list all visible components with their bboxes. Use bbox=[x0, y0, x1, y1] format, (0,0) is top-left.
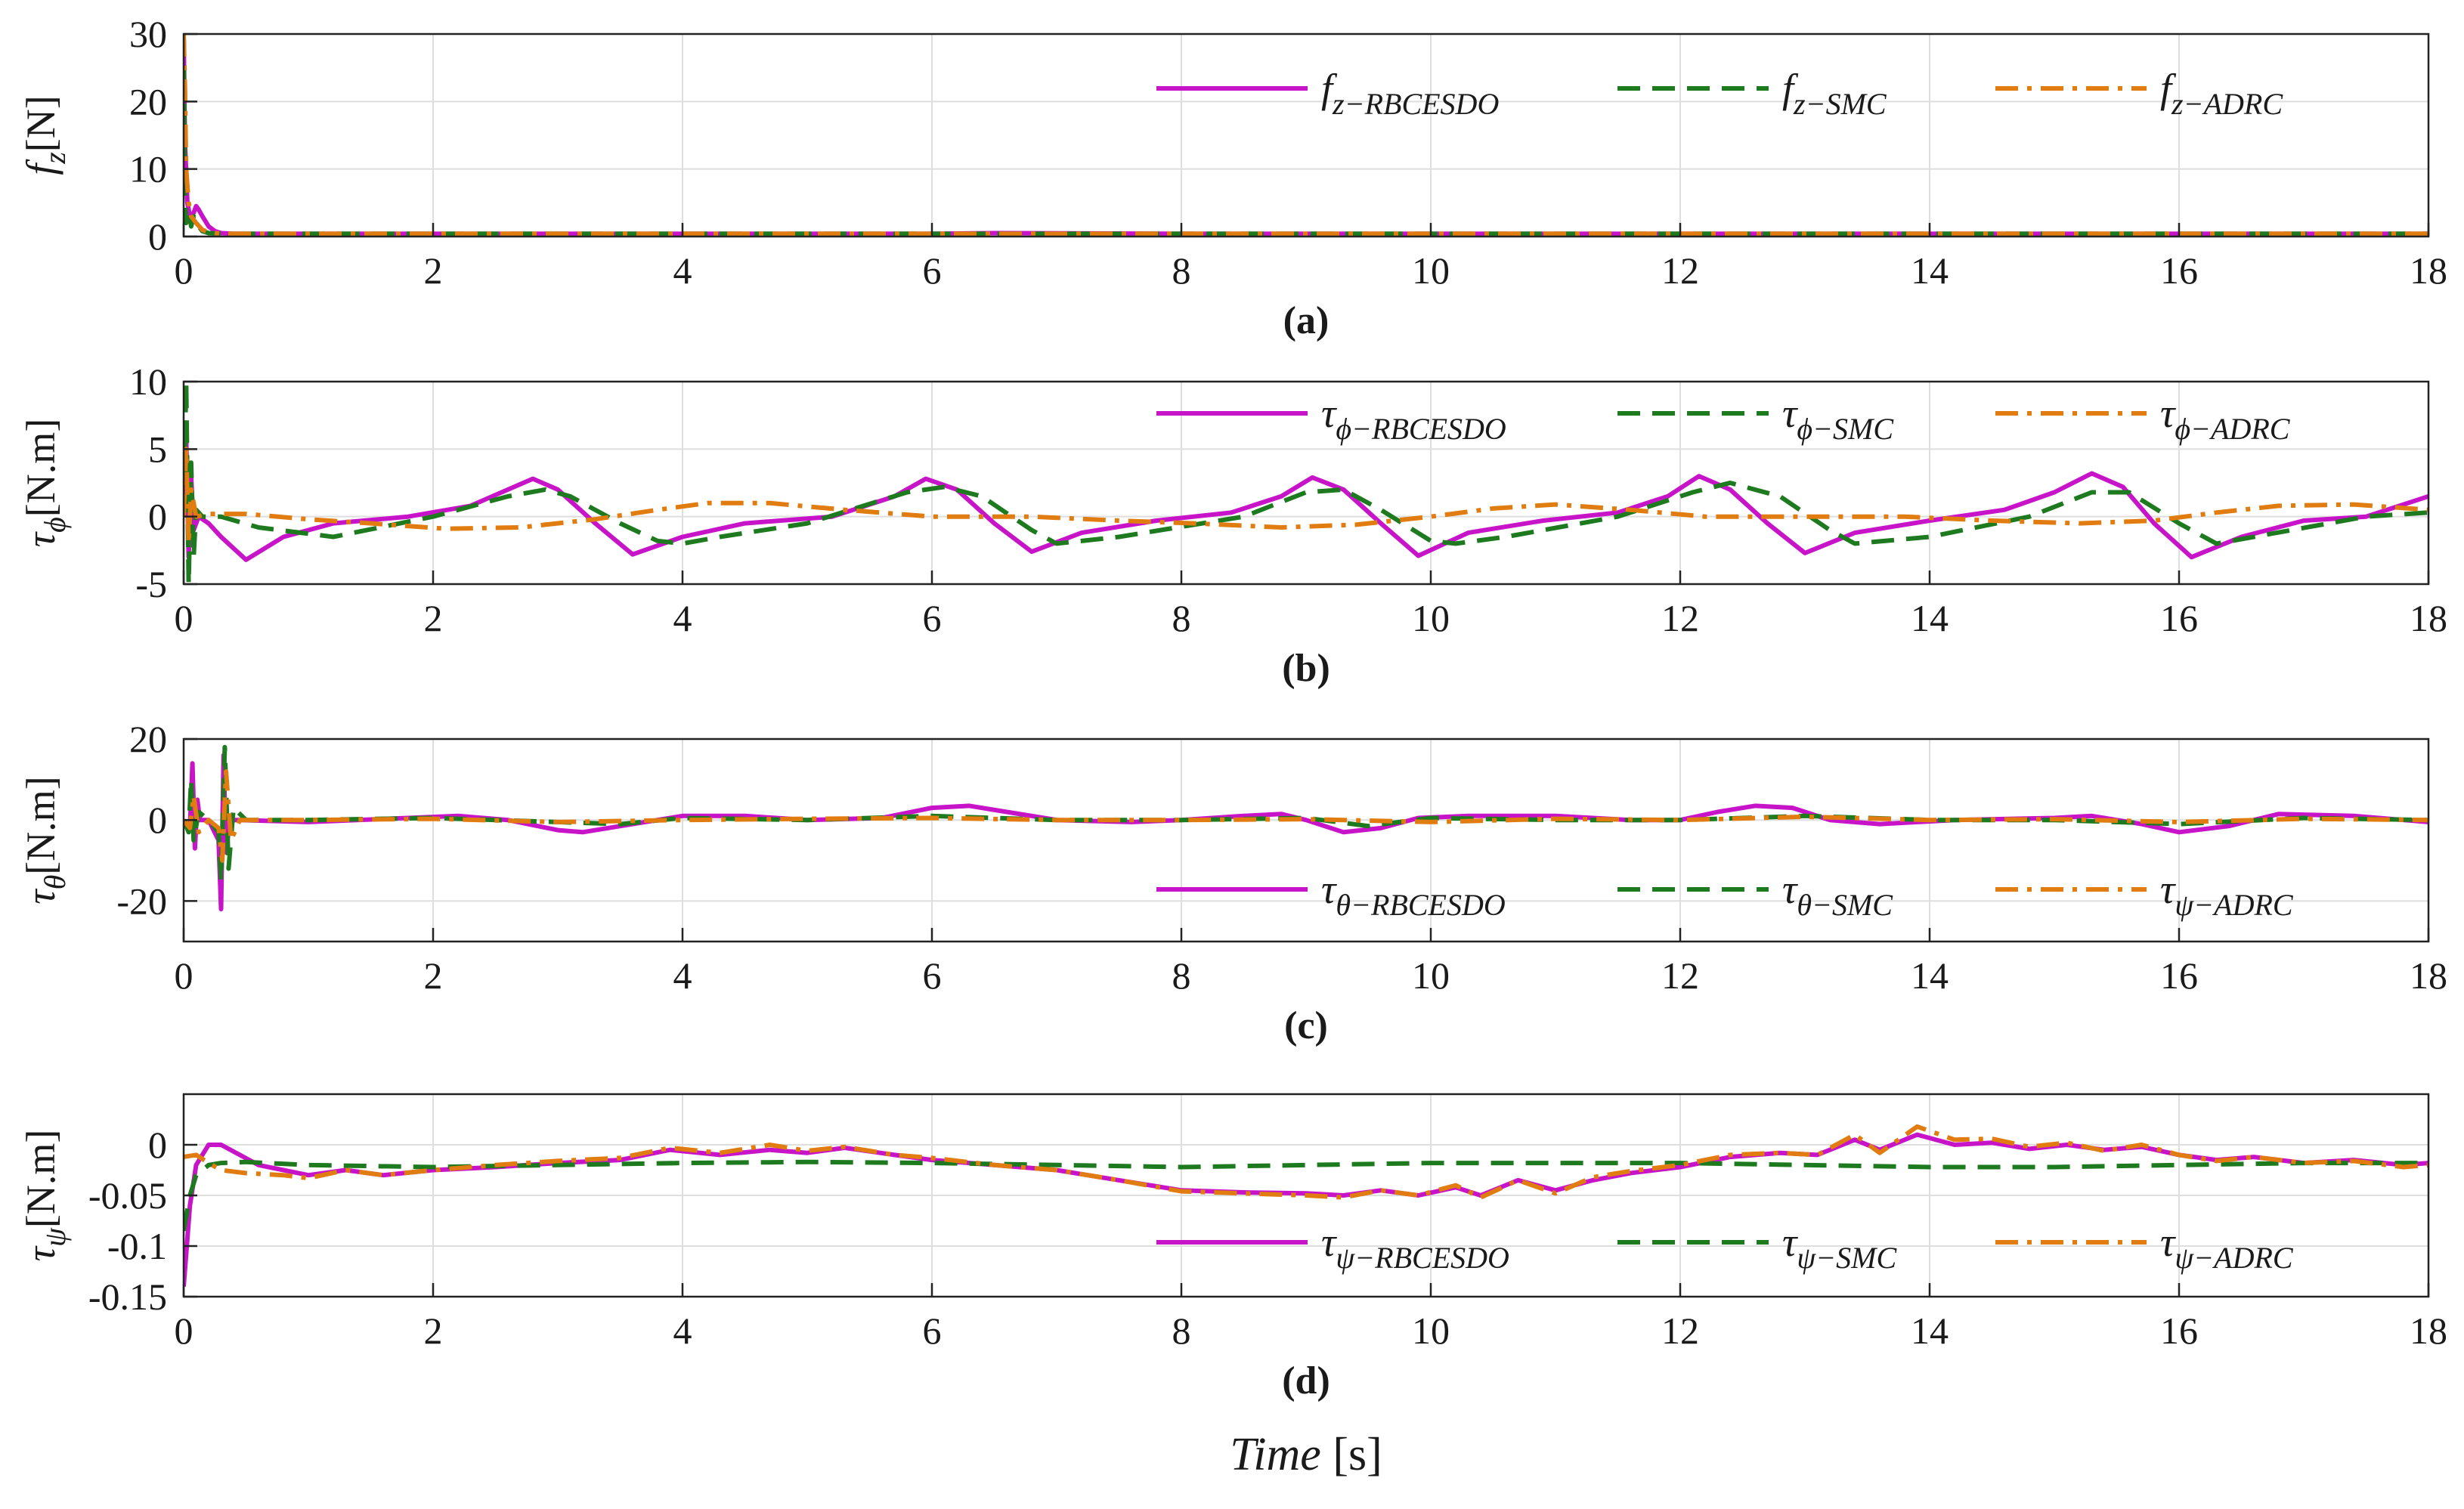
legend-label: τψ−ADRC bbox=[2160, 1220, 2294, 1275]
panel-c: 0 2 4 6 8 10 12 14 16 18-20020τθ[N.m](c)τθ−RBCESD… bbox=[18, 718, 2447, 1047]
x-tick-label: 14 bbox=[1911, 597, 1949, 639]
series-line-dashdot bbox=[184, 34, 2428, 237]
x-tick-label: 0 bbox=[175, 954, 193, 997]
x-tick-label: 18 bbox=[2410, 954, 2447, 997]
x-tick-label: 16 bbox=[2160, 1310, 2198, 1352]
axes-box bbox=[182, 737, 2430, 943]
series-line-dashdot bbox=[184, 447, 2428, 546]
x-tick-label: 4 bbox=[673, 1310, 692, 1352]
axes-box bbox=[182, 32, 2430, 238]
x-tick-label: 0 bbox=[175, 249, 193, 292]
y-tick-label: -0.15 bbox=[88, 1276, 167, 1318]
x-tick-label: 10 bbox=[1412, 954, 1450, 997]
legend-label: τθ−RBCESDO bbox=[1321, 867, 1506, 922]
x-tick-label: 4 bbox=[673, 249, 692, 292]
x-tick-label: 16 bbox=[2160, 249, 2198, 292]
x-tick-label: 12 bbox=[1661, 597, 1699, 639]
y-tick-label: 10 bbox=[129, 360, 167, 403]
y-axis-label: τθ[N.m] bbox=[18, 776, 72, 904]
y-tick-label: -5 bbox=[135, 563, 167, 605]
y-tick-label: 0 bbox=[148, 799, 167, 841]
series-line-solid bbox=[184, 34, 2428, 237]
x-tick-label: 8 bbox=[1172, 1310, 1191, 1352]
y-tick-label: -20 bbox=[116, 880, 167, 922]
x-tick-label: 2 bbox=[424, 954, 443, 997]
y-tick-label: 10 bbox=[129, 148, 167, 190]
y-axis-label: τϕ[N.m] bbox=[18, 419, 72, 548]
x-tick-label: 4 bbox=[673, 954, 692, 997]
x-tick-label: 14 bbox=[1911, 1310, 1949, 1352]
y-axis-label: fz[N] bbox=[18, 95, 72, 175]
legend-label: fz−RBCESDO bbox=[1321, 66, 1499, 121]
x-tick-label: 8 bbox=[1172, 597, 1191, 639]
y-axis-label: τψ[N.m] bbox=[18, 1130, 72, 1262]
x-tick-label: 10 bbox=[1412, 1310, 1450, 1352]
x-tick-label: 6 bbox=[923, 954, 942, 997]
y-tick-label: 0 bbox=[148, 496, 167, 538]
x-tick-label: 6 bbox=[923, 249, 942, 292]
x-tick-label: 6 bbox=[923, 597, 942, 639]
series-line-dashed bbox=[184, 1159, 2428, 1232]
x-tick-label: 14 bbox=[1911, 249, 1949, 292]
panel-b: 0 2 4 6 8 10 12 14 16 18-50510τϕ[N.m](b)τϕ−RBCESD… bbox=[18, 360, 2447, 690]
x-tick-label: 2 bbox=[424, 597, 443, 639]
y-tick-label: 5 bbox=[148, 428, 167, 470]
legend-label: τψ−RBCESDO bbox=[1321, 1220, 1509, 1275]
series-line-solid bbox=[184, 753, 2428, 912]
x-tick-label: 10 bbox=[1412, 597, 1450, 639]
x-axis-label: Time [s] bbox=[1230, 1429, 1382, 1480]
legend-label: fz−SMC bbox=[1782, 66, 1887, 121]
x-tick-label: 14 bbox=[1911, 954, 1949, 997]
legend-label: τψ−SMC bbox=[1782, 1220, 1897, 1275]
x-tick-label: 0 bbox=[175, 597, 193, 639]
x-tick-label: 2 bbox=[424, 1310, 443, 1352]
x-tick-label: 8 bbox=[1172, 249, 1191, 292]
series-line-dashdot bbox=[184, 768, 2428, 863]
x-tick-label: 16 bbox=[2160, 597, 2198, 639]
x-tick-label: 8 bbox=[1172, 954, 1191, 997]
series-line-solid bbox=[184, 1132, 2428, 1287]
y-tick-label: 30 bbox=[129, 13, 167, 55]
x-tick-label: 4 bbox=[673, 597, 692, 639]
x-tick-label: 18 bbox=[2410, 249, 2447, 292]
axes-box bbox=[182, 380, 2430, 586]
legend-label: fz−ADRC bbox=[2160, 66, 2283, 121]
x-tick-label: 10 bbox=[1412, 249, 1450, 292]
x-tick-label: 6 bbox=[923, 1310, 942, 1352]
series-line-dashed bbox=[184, 34, 2428, 237]
y-tick-label: 20 bbox=[129, 718, 167, 760]
legend-label: τϕ−ADRC bbox=[2160, 391, 2291, 446]
y-tick-label: 0 bbox=[148, 215, 167, 258]
series-line-dashed bbox=[184, 382, 2428, 584]
y-tick-label: -0.1 bbox=[107, 1225, 167, 1267]
legend-label: τϕ−RBCESDO bbox=[1321, 391, 1506, 446]
subplot-label: (c) bbox=[1284, 1004, 1328, 1047]
subplot-label: (d) bbox=[1282, 1359, 1330, 1402]
x-tick-label: 12 bbox=[1661, 1310, 1699, 1352]
x-tick-label: 2 bbox=[424, 249, 443, 292]
x-tick-label: 18 bbox=[2410, 597, 2447, 639]
x-tick-label: 16 bbox=[2160, 954, 2198, 997]
x-tick-label: 0 bbox=[175, 1310, 193, 1352]
panel-d: 0 2 4 6 8 10 12 14 16 18 -0.15 -0.1 -0.05 0 τψ[N.m] (d)… bbox=[18, 1093, 2447, 1480]
y-tick-label: 20 bbox=[129, 80, 167, 122]
subplot-label: (a) bbox=[1283, 299, 1330, 342]
x-tick-label: 12 bbox=[1661, 954, 1699, 997]
legend-label: τθ−SMC bbox=[1782, 867, 1893, 922]
panel-a: 0 2 4 6 8 10 12 14 16 18 0 10 20 30 fz[N] (a) fz−RBCESDO… bbox=[18, 13, 2447, 342]
y-tick-label: -0.05 bbox=[88, 1174, 167, 1217]
subplot-label: (b) bbox=[1282, 647, 1330, 690]
x-tick-label: 18 bbox=[2410, 1310, 2447, 1352]
x-tick-label: 12 bbox=[1661, 249, 1699, 292]
y-tick-label: 0 bbox=[148, 1124, 167, 1166]
series-line-solid bbox=[184, 433, 2428, 562]
legend-label: τϕ−SMC bbox=[1782, 391, 1894, 446]
series-line-dashdot bbox=[184, 1124, 2428, 1200]
legend-label: τψ−ADRC bbox=[2160, 867, 2294, 922]
